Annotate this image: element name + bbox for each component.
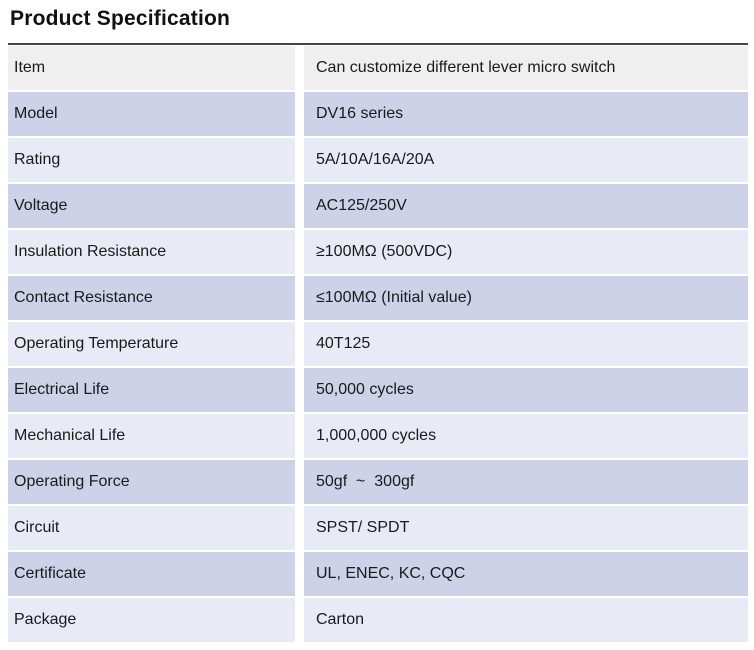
table-row: Operating Temperature 40T125 [8, 322, 748, 366]
spec-value: Carton [304, 598, 748, 642]
page-title: Product Specification [10, 7, 231, 30]
spec-label: Contact Resistance [8, 276, 295, 320]
spec-value: 5A/10A/16A/20A [304, 138, 748, 182]
spec-value: SPST/ SPDT [304, 506, 748, 550]
spec-value: 50gf ~ 300gf [304, 460, 748, 504]
spec-label: Package [8, 598, 295, 642]
spec-label: Operating Temperature [8, 322, 295, 366]
table-row: Model DV16 series [8, 92, 748, 136]
table-row: Package Carton [8, 598, 748, 642]
spec-label: Mechanical Life [8, 414, 295, 458]
spec-label: Certificate [8, 552, 295, 596]
spec-value: ≤100MΩ (Initial value) [304, 276, 748, 320]
spec-label: Rating [8, 138, 295, 182]
spec-value: 1,000,000 cycles [304, 414, 748, 458]
spec-label: Circuit [8, 506, 295, 550]
spec-value: Can customize different lever micro swit… [304, 46, 748, 90]
table-row: Contact Resistance ≤100MΩ (Initial value… [8, 276, 748, 320]
table-row: Insulation Resistance ≥100MΩ (500VDC) [8, 230, 748, 274]
spec-label: Insulation Resistance [8, 230, 295, 274]
spec-label: Item [8, 46, 295, 90]
spec-value: ≥100MΩ (500VDC) [304, 230, 748, 274]
spec-table: Item Can customize different lever micro… [8, 46, 748, 642]
table-row: Electrical Life 50,000 cycles [8, 368, 748, 412]
spec-value: UL, ENEC, KC, CQC [304, 552, 748, 596]
table-row: Rating 5A/10A/16A/20A [8, 138, 748, 182]
table-row: Certificate UL, ENEC, KC, CQC [8, 552, 748, 596]
table-row: Voltage AC125/250V [8, 184, 748, 228]
spec-label: Electrical Life [8, 368, 295, 412]
table-row: Operating Force 50gf ~ 300gf [8, 460, 748, 504]
table-row: Item Can customize different lever micro… [8, 46, 748, 90]
spec-label: Operating Force [8, 460, 295, 504]
spec-value: 50,000 cycles [304, 368, 748, 412]
spec-value: 40T125 [304, 322, 748, 366]
spec-label: Model [8, 92, 295, 136]
spec-label: Voltage [8, 184, 295, 228]
product-specification-page: Product Specification Item Can customize… [0, 6, 754, 650]
title-divider [8, 43, 748, 45]
spec-value: AC125/250V [304, 184, 748, 228]
table-row: Mechanical Life 1,000,000 cycles [8, 414, 748, 458]
table-row: Circuit SPST/ SPDT [8, 506, 748, 550]
spec-value: DV16 series [304, 92, 748, 136]
